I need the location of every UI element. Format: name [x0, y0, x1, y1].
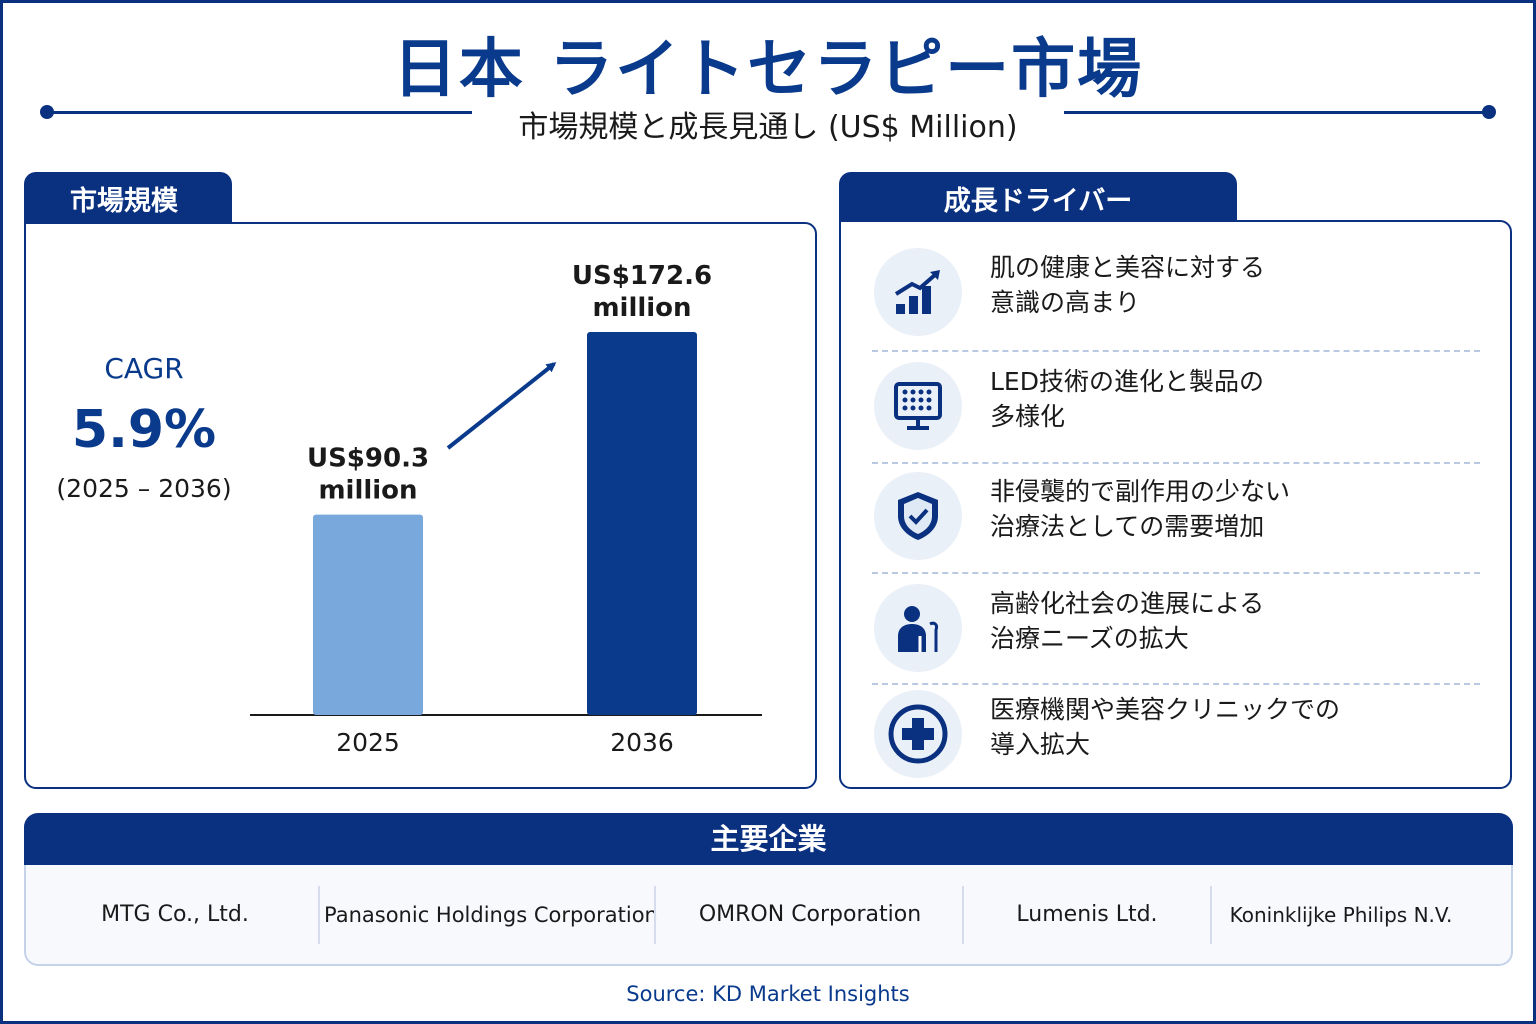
bar-value-label: million: [318, 476, 417, 506]
driver-divider: [872, 683, 1480, 685]
key-companies-panel: [24, 865, 1513, 966]
bar-2025: [313, 514, 423, 715]
medical-cross-icon: [874, 690, 962, 778]
growth-drivers-tab-label: 成長ドライバー: [943, 185, 1133, 217]
company-name: MTG Co., Ltd.: [101, 902, 249, 927]
elderly-person-icon: [874, 584, 962, 672]
subtitle-dot-right: [1482, 105, 1496, 119]
subtitle-bar: 市場規模と成長見通し (US$ Million): [40, 100, 1496, 146]
driver-line: 多様化: [990, 402, 1066, 431]
driver-line: 意識の高まり: [990, 288, 1141, 317]
driver-text: LED技術の進化と製品の 多様化: [990, 364, 1470, 434]
driver-item: 非侵襲的で副作用の少ない 治療法としての需要増加: [872, 456, 1480, 566]
driver-divider: [872, 572, 1480, 574]
x-tick-label: 2036: [610, 728, 674, 757]
driver-text: 非侵襲的で副作用の少ない 治療法としての需要増加: [990, 474, 1470, 544]
bar-2036: [587, 332, 697, 715]
company-name: OMRON Corporation: [698, 902, 922, 927]
cagr-range: (2025 – 2036): [56, 474, 232, 503]
company-name: Lumenis Ltd.: [1016, 902, 1158, 927]
company-divider: [1210, 886, 1212, 944]
driver-divider: [872, 350, 1480, 352]
driver-line: LED技術の進化と製品の: [990, 367, 1264, 396]
company-divider: [318, 886, 320, 944]
shield-check-icon: [874, 472, 962, 560]
driver-line: 導入拡大: [990, 730, 1091, 759]
market-size-tab-label: 市場規模: [70, 185, 178, 217]
company-divider: [654, 886, 656, 944]
driver-item: 肌の健康と美容に対する 意識の高まり: [872, 232, 1480, 342]
driver-line: 医療機関や美容クリニックでの: [990, 695, 1341, 724]
bar-value-label: million: [592, 293, 691, 323]
key-companies-header: 主要企業: [24, 813, 1513, 865]
driver-divider: [872, 462, 1480, 464]
company-divider: [962, 886, 964, 944]
bar-value-label: US$90.3: [307, 444, 429, 474]
driver-line: 治療法としての需要増加: [990, 512, 1265, 541]
driver-line: 高齢化社会の進展による: [990, 589, 1265, 618]
page-subtitle: 市場規模と成長見通し (US$ Million): [518, 110, 1018, 145]
driver-item: LED技術の進化と製品の 多様化: [872, 346, 1480, 456]
market-size-tab: 市場規模: [24, 172, 232, 224]
bar-chart-growth-icon: [874, 248, 962, 336]
subtitle-line-left: [46, 111, 472, 114]
cagr-label: CAGR: [104, 352, 184, 385]
source-note: Source: KD Market Insights: [626, 982, 910, 1006]
driver-line: 治療ニーズの拡大: [990, 624, 1189, 653]
company-name: Panasonic Holdings Corporation: [324, 903, 658, 927]
driver-text: 医療機関や美容クリニックでの 導入拡大: [990, 692, 1470, 762]
driver-item: 医療機関や美容クリニックでの 導入拡大: [872, 674, 1480, 784]
driver-item: 高齢化社会の進展による 治療ニーズの拡大: [872, 568, 1480, 678]
x-tick-label: 2025: [336, 728, 400, 757]
driver-line: 非侵襲的で副作用の少ない: [990, 477, 1291, 506]
page-title: 日本 ライトセラピー市場: [392, 33, 1144, 107]
cagr-value: 5.9%: [71, 400, 217, 460]
company-name: Koninklijke Philips N.V.: [1229, 903, 1453, 927]
growth-arrow: [446, 362, 557, 450]
led-panel-icon: [874, 362, 962, 450]
subtitle-line-right: [1064, 111, 1490, 114]
driver-text: 肌の健康と美容に対する 意識の高まり: [990, 250, 1470, 320]
driver-line: 肌の健康と美容に対する: [990, 253, 1266, 282]
driver-text: 高齢化社会の進展による 治療ニーズの拡大: [990, 586, 1470, 656]
growth-drivers-tab: 成長ドライバー: [839, 172, 1237, 224]
bar-value-label: US$172.6: [572, 261, 712, 291]
